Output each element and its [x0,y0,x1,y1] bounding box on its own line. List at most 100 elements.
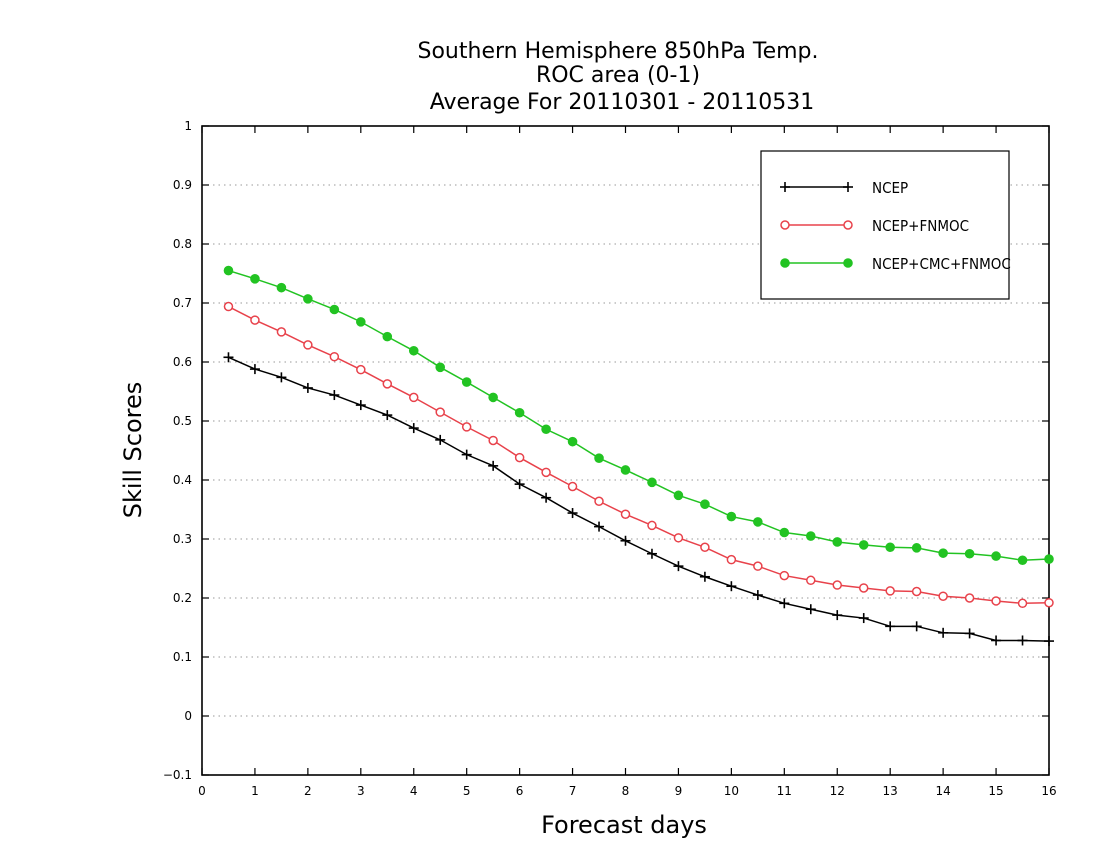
data-point [329,351,340,362]
data-point [408,345,419,356]
data-point [488,435,498,446]
data-point [488,392,498,403]
data-point [753,561,763,571]
data-point [805,604,816,615]
x-tick-label: 2 [304,784,312,798]
data-point [911,543,922,553]
data-point [832,580,842,590]
data-point [382,331,393,342]
x-axis-label: Forecast days [541,811,707,839]
data-point [303,340,313,350]
data-point [461,377,472,387]
data-point [408,423,419,434]
data-point [858,583,869,593]
data-point [885,586,895,596]
data-point [1017,635,1028,646]
data-point [726,511,737,522]
x-tick-label: 15 [988,784,1003,798]
data-point [1017,598,1028,609]
legend-marker [843,220,853,230]
data-point [700,499,710,509]
legend-label: NCEP+CMC+FNMOC [872,255,1011,273]
legend-label: NCEP+FNMOC [872,217,969,235]
data-point [964,548,975,559]
y-tick-label: 0.1 [173,650,192,664]
legend-entry: NCEP+CMC+FNMOC [780,255,1011,273]
data-point [541,467,551,478]
data-point [250,274,260,284]
y-tick-label: 0.6 [173,355,192,369]
data-point [991,635,1002,646]
x-tick-label: 13 [883,784,898,798]
axis-ticks: −0.100.10.20.30.40.50.60.70.80.910 1 2 3 4 5 6… [163,119,1057,798]
title-line-2: ROC area (0-1) [536,63,700,88]
y-tick-label: 0.7 [173,296,192,310]
x-tick-label: 0 [198,784,206,798]
title-line-3: Average For 20110301 - 20110531 [430,90,815,115]
y-tick-label: 1 [184,119,192,133]
data-point [276,327,287,337]
data-point [223,265,234,276]
data-point [250,315,260,325]
y-tick-label: 0.9 [173,178,192,192]
data-point [885,542,895,553]
data-point [356,317,366,327]
data-point [567,508,578,519]
data-point [303,294,313,304]
data-point [514,452,525,463]
legend-label: NCEP [872,179,908,197]
data-point [1044,554,1054,564]
data-point [541,424,551,435]
data-point [779,570,790,581]
data-point [726,554,737,565]
x-tick-label: 14 [935,784,950,798]
data-point [514,479,525,490]
data-point [991,596,1001,606]
title-line-1: Southern Hemisphere 850hPa Temp. [418,39,819,64]
data-point [673,561,684,572]
y-tick-label: 0.2 [173,591,192,605]
y-tick-label: 0.5 [173,414,192,428]
x-tick-label: 7 [569,784,577,798]
x-tick-label: 3 [357,784,365,798]
data-point [673,533,684,543]
legend-marker [780,182,790,192]
y-tick-label: 0.4 [173,473,192,487]
x-tick-label: 16 [1041,784,1056,798]
data-point [779,598,790,609]
x-tick-label: 11 [777,784,792,798]
x-tick-label: 10 [724,784,739,798]
x-tick-label: 8 [622,784,630,798]
data-point [753,517,763,527]
data-point [806,575,816,586]
data-point [461,422,472,432]
series-2 [223,265,1054,566]
chart-title: Southern Hemisphere 850hPa Temp. ROC are… [418,39,819,115]
series-line [228,356,1050,642]
data-point [938,627,949,638]
data-point [355,400,366,411]
data-point [726,581,737,592]
data-point [1044,597,1054,608]
data-point [911,586,922,597]
legend-marker [843,182,853,192]
data-point [249,364,260,375]
y-axis-label: Skill Scores [119,382,147,519]
data-point [832,610,843,621]
legend-marker [780,258,790,268]
series-lines [223,265,1054,647]
data-point [594,496,604,506]
data-point [991,551,1001,561]
data-point [673,490,684,501]
legend-marker [843,258,853,268]
legend: NCEP NCEP+FNMOC NCEP+CMC+FNMOC [760,150,1011,300]
legend-marker [780,220,790,230]
data-point [1044,636,1054,647]
data-point [620,509,631,519]
data-point [514,407,525,418]
data-point [567,481,578,492]
data-point [964,593,975,603]
data-point [435,434,446,445]
x-tick-label: 9 [675,784,683,798]
